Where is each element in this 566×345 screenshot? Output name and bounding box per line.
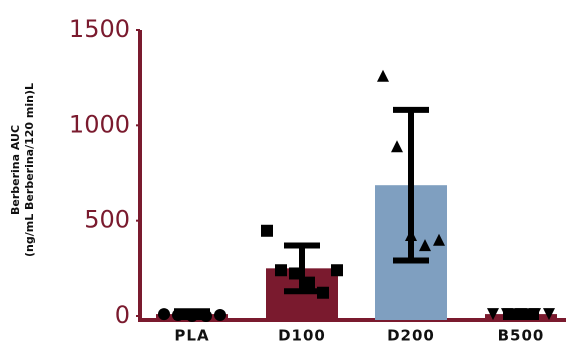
y-tick-label: 1000 — [69, 110, 130, 138]
y-axis-label: Berberina AUC — [9, 125, 22, 215]
x-tick-label: D100 — [278, 327, 326, 345]
y-tick-label: 1500 — [69, 15, 130, 43]
data-point — [275, 264, 287, 277]
data-point — [501, 308, 513, 321]
data-point — [317, 286, 329, 299]
data-point — [405, 228, 417, 241]
x-tick-label: D200 — [387, 327, 435, 345]
data-point — [515, 308, 527, 321]
data-point — [303, 276, 315, 289]
data-point — [543, 308, 555, 321]
y-tick-label: 500 — [84, 206, 130, 234]
data-point — [529, 308, 541, 321]
y-tick-label: 0 — [115, 301, 130, 329]
x-tick-label: PLA — [174, 327, 209, 345]
data-point — [419, 239, 431, 252]
data-point — [200, 310, 212, 322]
data-point — [433, 233, 445, 246]
y-axis-label: (ng/mL Berberina/120 min)L — [23, 83, 36, 257]
data-point — [261, 224, 273, 237]
data-point — [331, 264, 343, 277]
data-point — [172, 309, 184, 322]
error-bar — [284, 242, 320, 295]
data-point — [158, 308, 170, 321]
data-point — [186, 310, 198, 322]
data-point — [289, 267, 301, 280]
data-point — [214, 309, 226, 322]
data-point — [487, 308, 499, 321]
data-point — [377, 69, 389, 82]
data-point — [391, 140, 403, 153]
x-tick-label: B500 — [498, 327, 545, 345]
